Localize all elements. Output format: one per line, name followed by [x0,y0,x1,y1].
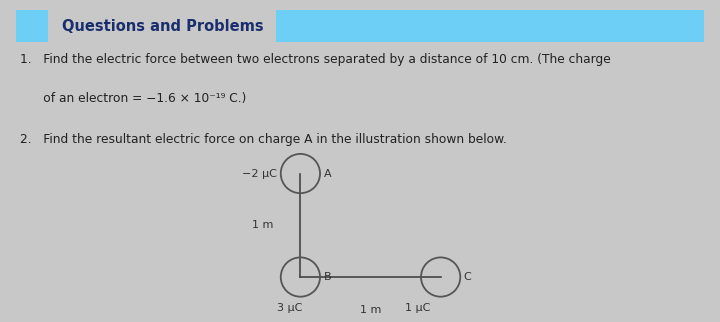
Text: −2 μC: −2 μC [243,168,277,178]
Text: Questions and Problems: Questions and Problems [62,19,264,33]
Text: 1 m: 1 m [253,220,274,230]
Text: 1 μC: 1 μC [405,303,430,313]
Text: B: B [323,272,331,282]
Text: 3 μC: 3 μC [277,303,302,313]
Bar [17,10,48,42]
Text: 1.   Find the electric force between two electrons separated by a distance of 10: 1. Find the electric force between two e… [20,53,611,66]
Text: 1 m: 1 m [360,305,381,315]
Text: C: C [464,272,472,282]
Text: of an electron = −1.6 × 10⁻¹⁹ C.): of an electron = −1.6 × 10⁻¹⁹ C.) [20,92,246,105]
Text: A: A [323,168,331,178]
Bar [276,10,703,42]
Text: 2.   Find the resultant electric force on charge A in the illustration shown bel: 2. Find the resultant electric force on … [20,133,507,146]
